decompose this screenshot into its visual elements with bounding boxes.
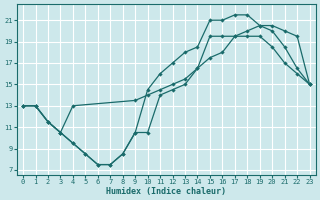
X-axis label: Humidex (Indice chaleur): Humidex (Indice chaleur)	[106, 187, 226, 196]
